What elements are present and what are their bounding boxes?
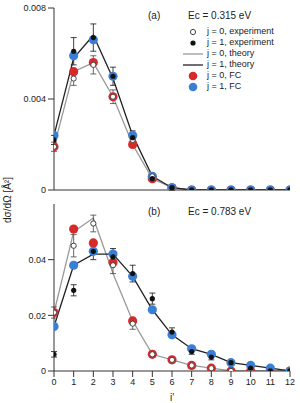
svg-text:0: 0 (41, 366, 46, 376)
svg-text:5: 5 (150, 377, 155, 387)
svg-text:0: 0 (51, 377, 56, 387)
svg-text:dσ/dΩ [Å²]: dσ/dΩ [Å²] (8, 177, 13, 223)
html-text:(a): (a) (148, 10, 161, 21)
svg-text:6: 6 (169, 377, 174, 387)
html-text:j = 1, experiment: j = 1, experiment (207, 37, 274, 47)
html-text:Ec = 0.783 eV: Ec = 0.783 eV (188, 206, 252, 217)
svg-text:0.008: 0.008 (23, 3, 46, 13)
svg-text:9: 9 (228, 377, 233, 387)
svg-text:0: 0 (41, 185, 46, 195)
svg-text:1: 1 (71, 377, 76, 387)
svg-text:0.04: 0.04 (28, 255, 46, 265)
svg-text:3: 3 (110, 377, 115, 387)
html-text:j = 0, theory: j = 0, theory (207, 48, 255, 58)
svg-text:10: 10 (246, 377, 256, 387)
html-text:j = 1, FC: j = 1, FC (207, 81, 242, 91)
svg-text:11: 11 (266, 377, 275, 387)
html-text:j = 1, theory: j = 1, theory (207, 59, 255, 69)
html-text:(b): (b) (148, 206, 161, 217)
svg-text:7: 7 (189, 377, 194, 387)
svg-text:0.004: 0.004 (23, 94, 46, 104)
html-text:j = 0, experiment: j = 0, experiment (207, 26, 274, 36)
svg-text:j': j' (169, 392, 174, 401)
svg-text:8: 8 (209, 377, 214, 387)
html-text:Ec = 0.315 eV: Ec = 0.315 eV (188, 10, 252, 21)
svg-text:4: 4 (130, 377, 135, 387)
html-text:j = 0, FC: j = 0, FC (207, 70, 242, 80)
svg-text:0.02: 0.02 (28, 311, 46, 321)
svg-text:12: 12 (285, 377, 292, 387)
svg-text:2: 2 (91, 377, 96, 387)
